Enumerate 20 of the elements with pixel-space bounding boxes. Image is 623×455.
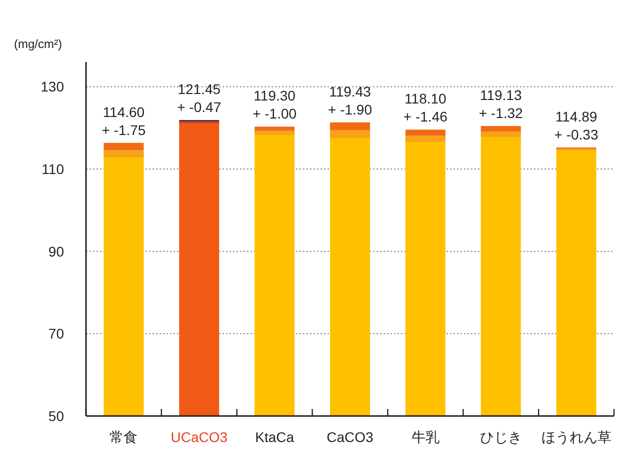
- y-axis-title: (mg/cm²): [14, 37, 62, 51]
- x-tick-label: ほうれん草: [541, 429, 612, 445]
- y-tick-label: 90: [48, 243, 64, 260]
- x-tick-label: UCaCO3: [170, 429, 228, 445]
- x-tick-label: CaCO3: [326, 429, 374, 445]
- data-label: 119.30 + -1.00: [252, 88, 297, 122]
- x-tick-label: 牛乳: [411, 429, 440, 445]
- y-tick-label: 110: [42, 161, 64, 178]
- x-tick-label: ひじき: [480, 429, 522, 445]
- data-label: 118.10 + -1.46: [403, 90, 448, 125]
- y-tick-label: 70: [48, 326, 64, 342]
- data-label: 114.60 + -1.75: [102, 104, 146, 138]
- y-tick-label: 50: [48, 408, 64, 424]
- data-label: 119.13 + -1.32: [478, 87, 524, 122]
- data-label: 114.89 + -0.33: [554, 108, 598, 143]
- x-tick-label: KtaCa: [255, 429, 294, 445]
- data-label: 121.45 + -0.47: [177, 80, 222, 115]
- x-tick-label: 常食: [110, 429, 138, 445]
- y-tick-label: 130: [40, 78, 64, 95]
- data-label: 119.43 + -1.90: [328, 83, 372, 118]
